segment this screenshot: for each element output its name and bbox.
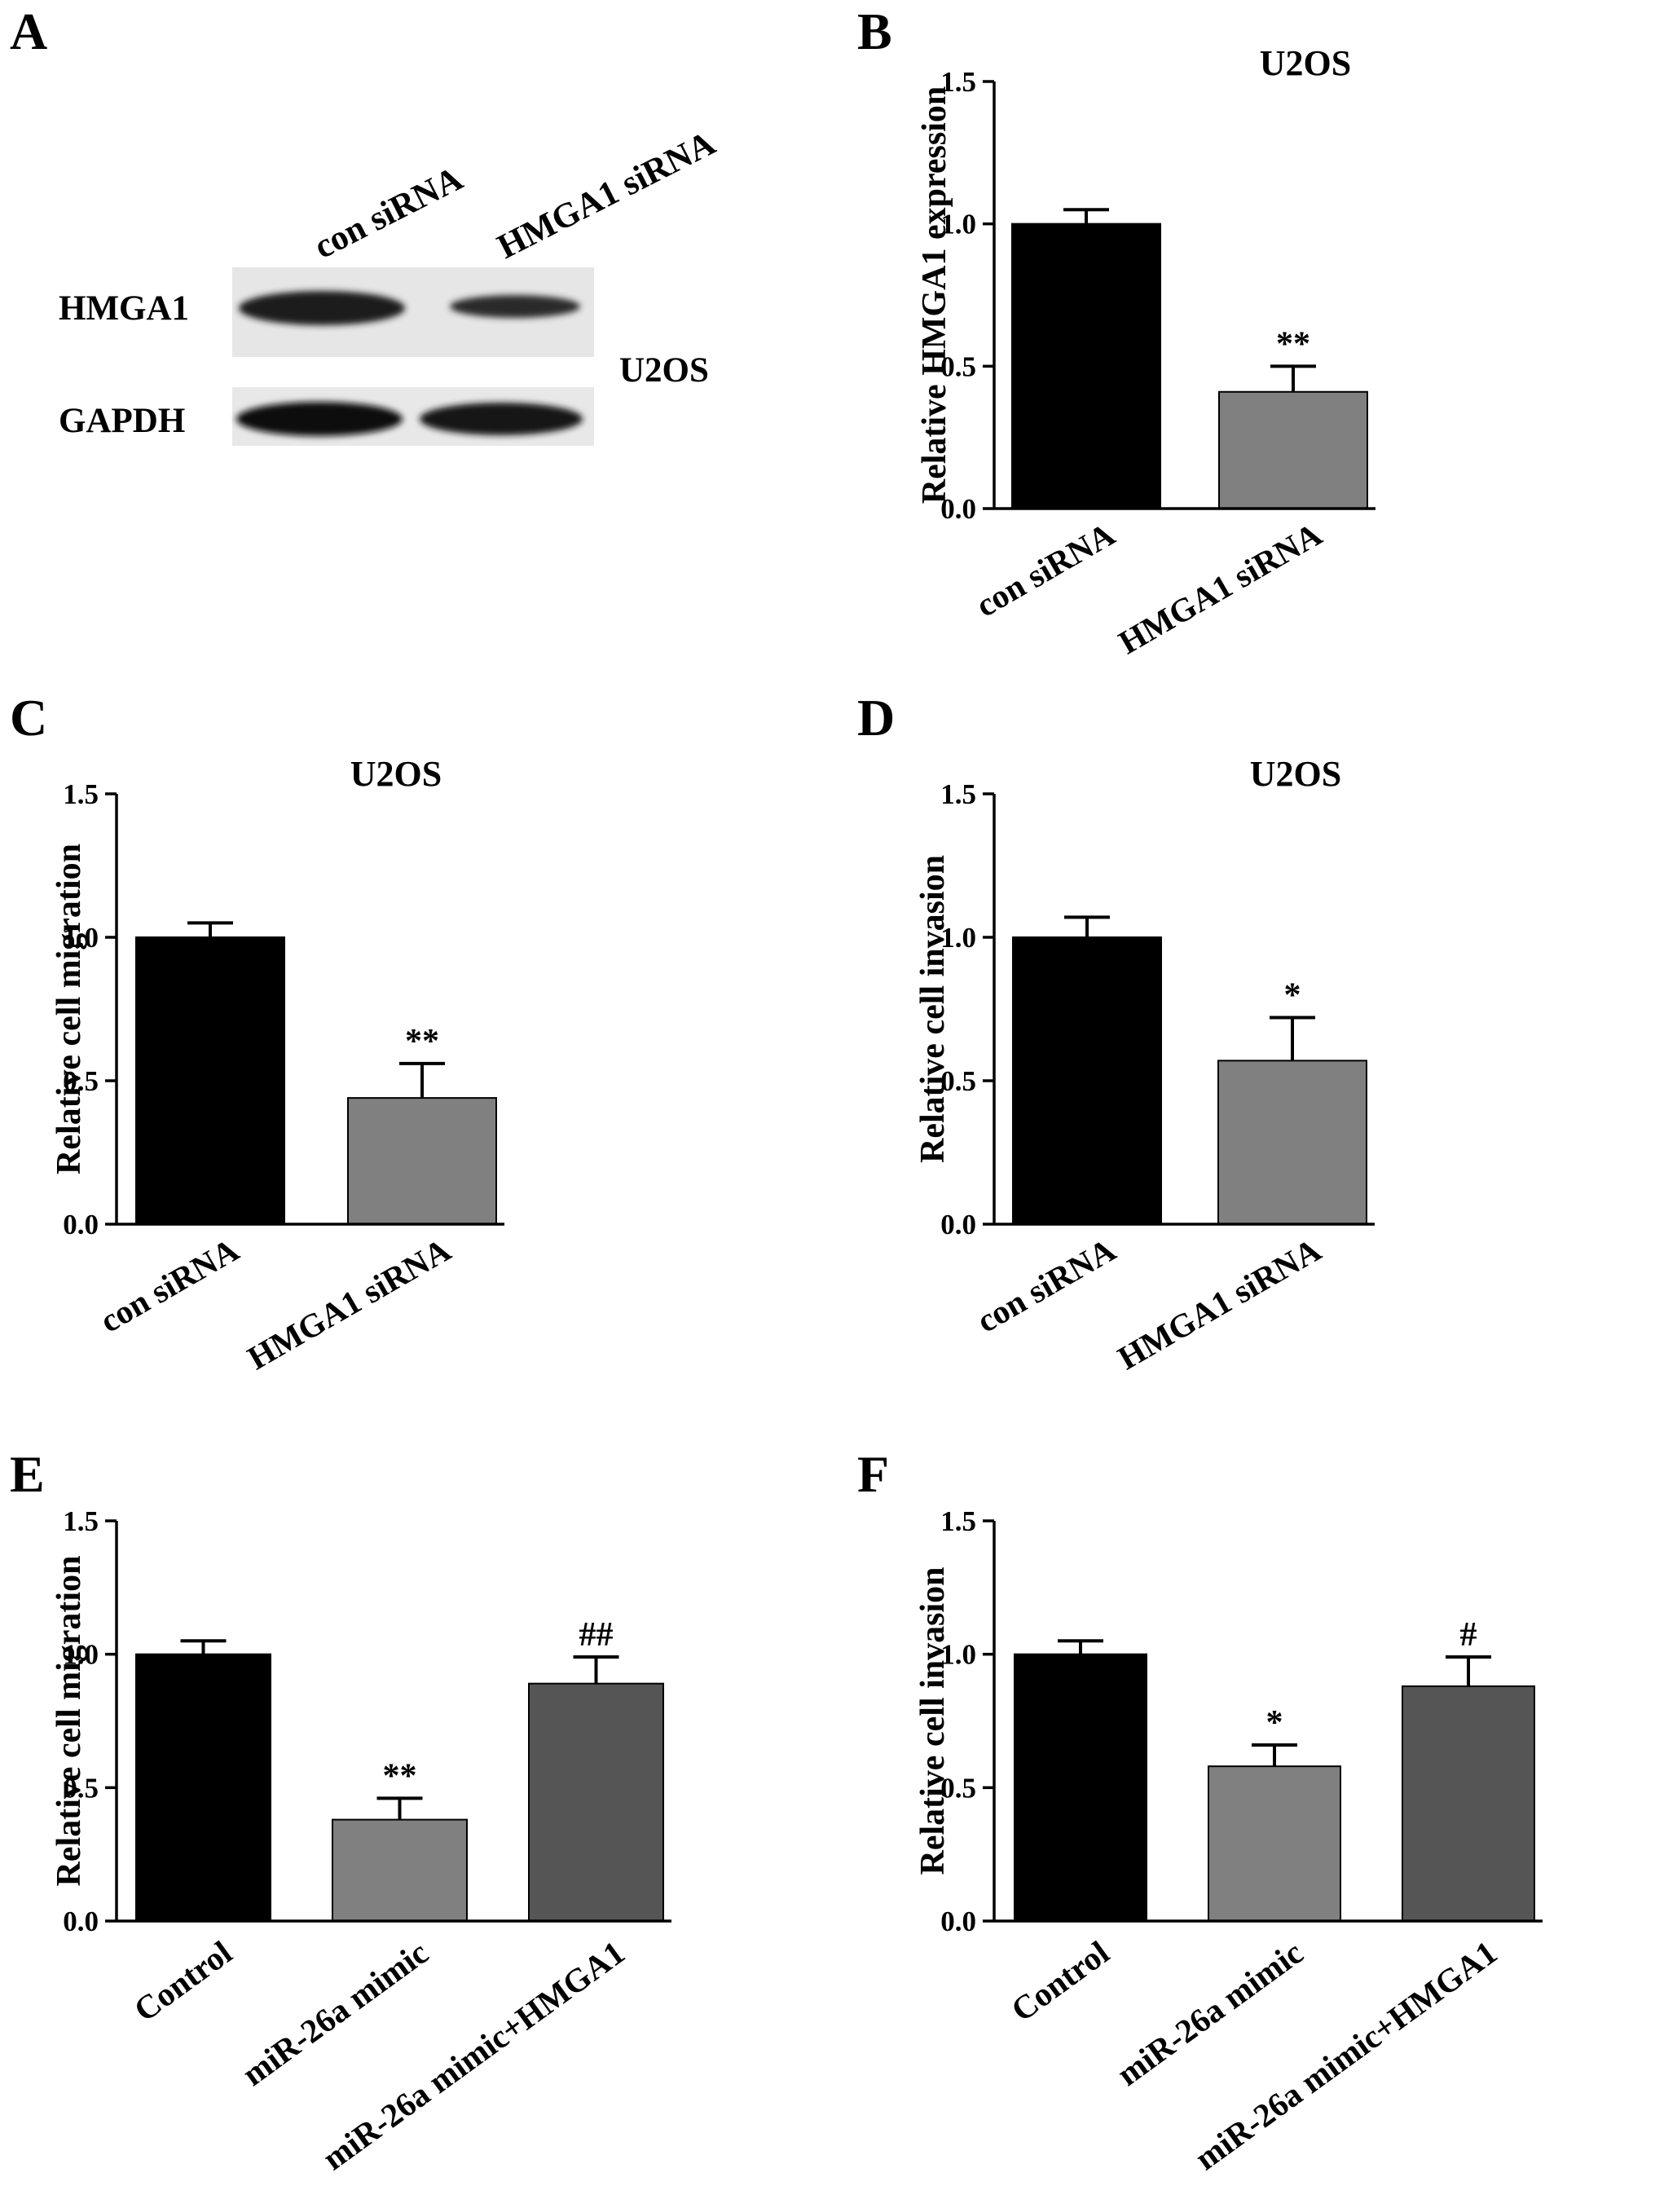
y-tick-label-c-1: 0.5 [63,1065,99,1097]
x-tick-label-c-1: HMGA1 siRNA [241,1231,457,1377]
significance-label-f-2: # [1460,1616,1477,1654]
bar-e-mir-26a-mimic-hmga1 [528,1682,664,1922]
x-tick-label-d-1: HMGA1 siRNA [1111,1231,1327,1377]
x-tick-label-f-1: miR-26a mimic [1110,1933,1309,2093]
x-tick-label-f-0: Control [1004,1933,1116,2029]
bar-b-con-sirna [1011,223,1161,509]
y-tick-label-d-3: 1.5 [940,778,976,810]
y-axis-label-c: Relative cell migration [51,844,88,1174]
y-axis-label-b: Relative HMGA1 expression [916,86,953,505]
x-tick-label-f-2: miR-26a mimic+HMGA1 [1188,1933,1504,2177]
y-axis-label-d: Relative cell invasion [914,855,952,1163]
bar-f-mir-26a-mimic-hmga1 [1402,1685,1535,1923]
y-tick-label-b-0: 0.0 [940,493,976,525]
x-tick-label-c-0: con siRNA [94,1231,245,1340]
bar-c-con-sirna [135,936,285,1225]
y-tick-label-c-0: 0.0 [63,1209,99,1240]
y-tick-label-c-2: 1.0 [63,922,99,954]
blot-row-hmga1: HMGA1 [59,289,189,328]
y-tick-label-e-0: 0.0 [63,1906,99,1937]
chart-panel-c: C U2OS Relative cell migration con siRNA ** H… [10,689,504,1377]
y-tick-label-f-0: 0.0 [940,1906,976,1937]
y-tick-label-e-1: 0.5 [63,1772,99,1804]
x-tick-label-e-1: miR-26a mimic [235,1933,434,2093]
y-axis-label-e: Relative cell migration [51,1556,88,1887]
band-hmga1-con-sirna [239,291,405,325]
bar-d-con-sirna [1012,936,1162,1225]
y-tick-label-f-1: 0.5 [940,1772,976,1804]
band-hmga1-hmga1-sirna [450,295,580,318]
y-tick-label-b-3: 1.5 [940,66,976,98]
y-tick-label-d-0: 0.0 [940,1209,976,1240]
bar-b-hmga1-sirna [1218,390,1368,510]
bar-f-mir-26a-mimic [1208,1765,1341,1923]
y-tick-label-d-1: 0.5 [940,1065,976,1097]
significance-label-f-1: * [1266,1704,1283,1742]
significance-label-c-1: ** [405,1023,439,1060]
y-tick-label-f-3: 1.5 [940,1505,976,1537]
panel-letter-a: A [10,2,47,60]
panel-a-western-blot: A con siRNA HMGA1 siRNA HMGA1 GAPDH U2OS [10,2,721,446]
panel-letter-b: B [857,2,892,60]
y-tick-label-e-3: 1.5 [63,1505,99,1537]
y-tick-label-b-1: 0.5 [940,350,976,382]
chart-title-b: U2OS [1260,43,1351,83]
bar-e-control [135,1653,271,1922]
bar-f-control [1014,1653,1147,1922]
bar-e-mir-26a-mimic [332,1818,468,1922]
band-gapdh-hmga1-sirna [420,403,583,435]
y-tick-label-d-2: 1.0 [940,922,976,954]
panel-letter-c: C [10,689,47,747]
bar-c-hmga1-sirna [347,1097,497,1225]
chart-panel-f: F Relative cell invasion Control * miR-26a m… [857,1445,1543,2177]
chart-panel-e: E Relative cell migration Control ** miR-26a… [10,1445,671,2177]
panel-letter-d: D [857,689,895,747]
panel-letter-e: E [10,1445,45,1503]
y-tick-label-b-2: 1.0 [940,209,976,240]
x-tick-label-b-0: con siRNA [970,515,1121,624]
blot-cell-line-label: U2OS [619,351,709,390]
blot-column-hmga1-sirna: HMGA1 siRNA [491,124,721,267]
chart-title-c: U2OS [350,754,442,794]
y-tick-label-c-3: 1.5 [63,778,99,810]
significance-label-e-2: ## [579,1616,614,1654]
bar-d-hmga1-sirna [1217,1060,1367,1225]
x-tick-label-e-0: Control [127,1933,239,2029]
chart-panel-b: B U2OS Relative HMGA1 expression con siRNA *… [857,2,1375,661]
blot-column-con-sirna: con siRNA [308,160,469,267]
panel-letter-f: F [857,1445,889,1503]
y-axis-label-f: Relative cell invasion [914,1567,952,1875]
chart-panel-d: D U2OS Relative cell invasion con siRNA * HMG… [857,689,1375,1377]
blot-row-gapdh: GAPDH [59,402,185,440]
chart-title-d: U2OS [1250,754,1341,794]
y-tick-label-e-2: 1.0 [63,1639,99,1671]
band-gapdh-con-sirna [236,402,403,436]
x-tick-label-b-1: HMGA1 siRNA [1112,515,1328,662]
significance-label-d-1: * [1284,977,1301,1015]
y-tick-label-f-2: 1.0 [940,1639,976,1671]
significance-label-e-1: ** [383,1757,417,1795]
significance-label-b-1: ** [1276,325,1310,363]
x-tick-label-d-0: con siRNA [971,1231,1122,1340]
